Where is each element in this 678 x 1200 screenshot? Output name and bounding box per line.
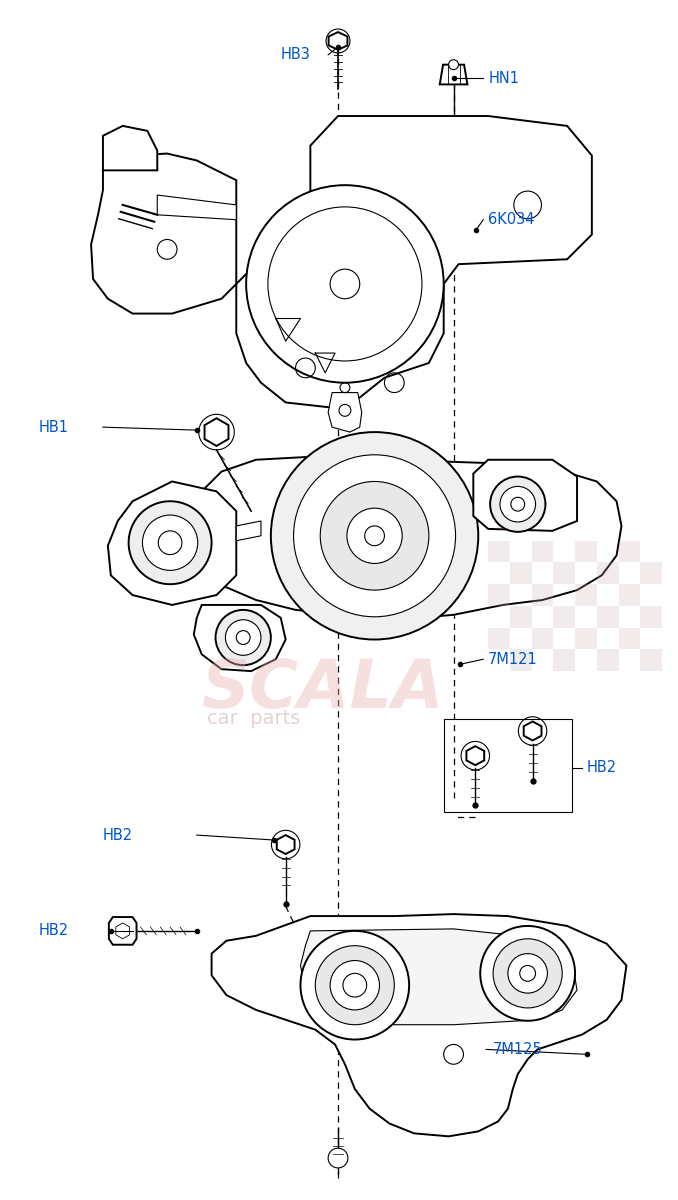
- Polygon shape: [194, 605, 285, 671]
- Circle shape: [330, 960, 380, 1010]
- Polygon shape: [108, 481, 236, 605]
- Text: 7M125: 7M125: [493, 1042, 543, 1057]
- Polygon shape: [157, 196, 236, 220]
- Polygon shape: [440, 65, 467, 84]
- Bar: [575, 541, 597, 563]
- Polygon shape: [212, 914, 626, 1136]
- Polygon shape: [277, 835, 294, 854]
- Polygon shape: [473, 460, 577, 530]
- Circle shape: [500, 486, 536, 522]
- Polygon shape: [236, 116, 592, 407]
- Bar: [532, 541, 553, 563]
- Circle shape: [225, 619, 261, 655]
- Circle shape: [328, 1148, 348, 1168]
- Polygon shape: [329, 32, 347, 50]
- Bar: [510, 606, 532, 628]
- Text: SCALA: SCALA: [202, 656, 444, 722]
- Bar: [443, 719, 572, 812]
- Text: HB2: HB2: [39, 923, 69, 938]
- Bar: [640, 649, 662, 671]
- Bar: [640, 563, 662, 584]
- Circle shape: [320, 481, 429, 590]
- Polygon shape: [109, 917, 136, 944]
- Circle shape: [449, 60, 458, 70]
- Bar: [640, 606, 662, 628]
- Bar: [597, 563, 618, 584]
- Bar: [510, 563, 532, 584]
- Polygon shape: [205, 419, 228, 446]
- Text: HB1: HB1: [39, 420, 68, 434]
- Bar: [597, 649, 618, 671]
- Polygon shape: [523, 721, 542, 740]
- Text: HB2: HB2: [103, 828, 133, 842]
- Text: HB3: HB3: [281, 47, 311, 62]
- Circle shape: [129, 502, 212, 584]
- Bar: [618, 628, 640, 649]
- Bar: [488, 584, 510, 606]
- Bar: [553, 649, 575, 671]
- Circle shape: [216, 610, 271, 665]
- Circle shape: [294, 455, 456, 617]
- Circle shape: [490, 476, 545, 532]
- Text: car  parts: car parts: [207, 709, 300, 728]
- Bar: [553, 606, 575, 628]
- Polygon shape: [91, 154, 236, 313]
- Bar: [488, 628, 510, 649]
- Text: HB2: HB2: [587, 761, 617, 775]
- Polygon shape: [466, 746, 484, 766]
- Circle shape: [315, 946, 395, 1025]
- Bar: [553, 563, 575, 584]
- Text: 6K034: 6K034: [488, 212, 535, 227]
- Circle shape: [508, 954, 547, 994]
- Polygon shape: [184, 457, 622, 618]
- Bar: [597, 606, 618, 628]
- Bar: [510, 649, 532, 671]
- Bar: [618, 584, 640, 606]
- Text: HN1: HN1: [488, 71, 519, 86]
- Circle shape: [493, 938, 562, 1008]
- Bar: [618, 541, 640, 563]
- Polygon shape: [103, 126, 157, 170]
- Text: 7M121: 7M121: [488, 652, 538, 667]
- Circle shape: [300, 931, 409, 1039]
- Bar: [532, 628, 553, 649]
- Bar: [532, 584, 553, 606]
- Circle shape: [480, 926, 575, 1021]
- Bar: [488, 541, 510, 563]
- Circle shape: [271, 432, 478, 640]
- Polygon shape: [300, 929, 577, 1025]
- Polygon shape: [328, 392, 362, 432]
- Circle shape: [347, 508, 402, 564]
- Polygon shape: [236, 521, 261, 541]
- Circle shape: [246, 185, 443, 383]
- Bar: [575, 584, 597, 606]
- Circle shape: [142, 515, 198, 570]
- Bar: [575, 628, 597, 649]
